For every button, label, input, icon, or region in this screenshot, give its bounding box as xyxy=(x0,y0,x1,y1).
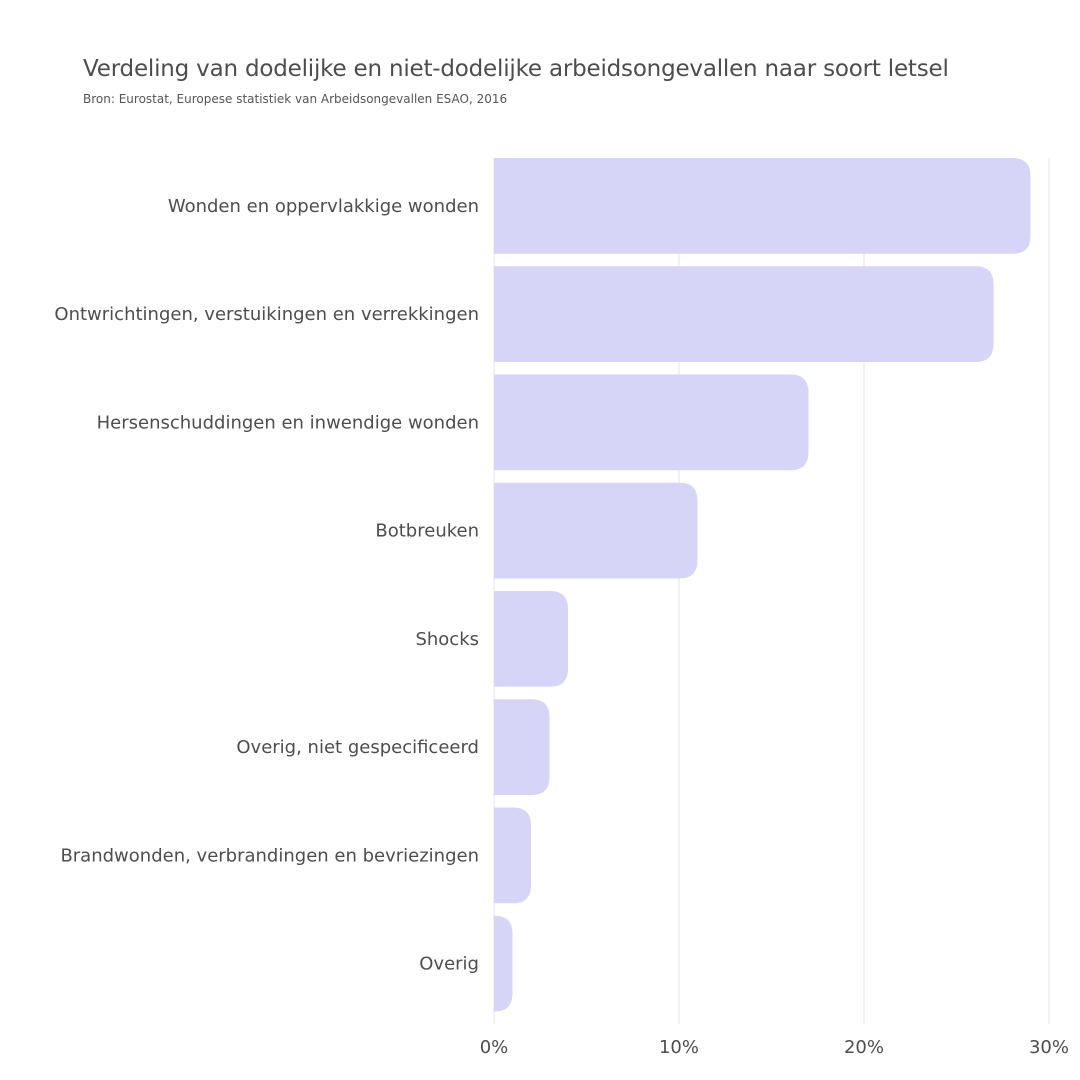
chart-title: Verdeling van dodelijke en niet-dodelijk… xyxy=(83,56,949,82)
x-axis-ticks: 0% 10% 20% 30% xyxy=(480,1037,1069,1058)
x-tick-label: 0% xyxy=(480,1037,509,1058)
bar xyxy=(494,482,698,579)
bar xyxy=(494,591,568,687)
bar xyxy=(494,807,531,904)
chart-subtitle: Bron: Eurostat, Europese statistiek van … xyxy=(83,92,508,106)
category-label: Overig, niet gespecificeerd xyxy=(236,737,479,758)
bars xyxy=(494,158,1031,1012)
bar xyxy=(494,915,513,1012)
category-label: Botbreuken xyxy=(375,521,479,542)
x-tick-label: 30% xyxy=(1029,1037,1069,1058)
bar xyxy=(494,699,550,796)
category-label: Ontwrichtingen, verstuikingen en verrekk… xyxy=(54,304,479,325)
category-label: Brandwonden, verbrandingen en bevriezing… xyxy=(60,845,479,866)
category-label: Shocks xyxy=(415,629,479,650)
x-tick-label: 10% xyxy=(659,1037,699,1058)
category-label: Hersenschuddingen en inwendige wonden xyxy=(97,412,479,433)
category-label: Wonden en oppervlakkige wonden xyxy=(168,196,479,217)
category-labels: Wonden en oppervlakkige wonden Ontwrichti… xyxy=(54,196,479,975)
bar xyxy=(494,266,994,363)
bar xyxy=(494,374,809,471)
x-tick-label: 20% xyxy=(844,1037,884,1058)
bar xyxy=(494,158,1031,254)
category-label: Overig xyxy=(419,954,479,975)
